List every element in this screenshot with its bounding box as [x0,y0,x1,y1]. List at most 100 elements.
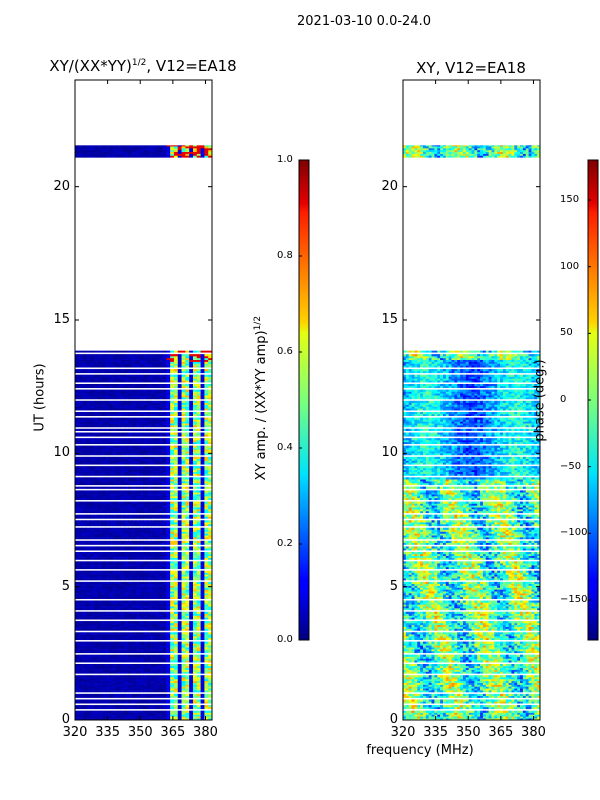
left-heat-cell [82,645,87,648]
left-heat-cell [97,520,102,523]
left-heat-cell [170,425,175,428]
left-heat-cell [173,593,179,596]
left-heat-cell [162,492,167,495]
left-heat-cell [97,626,102,629]
left-heat-cell [173,671,179,674]
left-heat-cell [151,637,156,641]
left-heat-cell [128,451,133,454]
left-heat-cell [116,503,121,506]
left-heat-cell [97,664,102,667]
left-heat-cell [158,690,163,693]
left-heat-cell [116,458,121,461]
left-heat-cell [143,479,148,482]
left-heat-cell [78,412,83,415]
left-heat-cell [105,557,110,560]
left-heat-cell [192,552,198,555]
left-heat-cell [116,718,121,721]
left-heat-cell [208,400,213,403]
left-heat-cell [154,684,160,687]
left-heat-cell [94,643,99,646]
left-heat-cell [90,572,95,575]
left-heat-cell [97,406,102,409]
left-heat-cell [147,641,152,644]
left-heat-cell [124,678,129,682]
left-heat-cell [135,643,140,646]
left-heat-cell [185,649,190,652]
left-heat-cell [113,479,118,482]
left-heat-cell [116,535,121,538]
left-heat-cell [116,397,121,400]
left-heat-cell [128,593,133,596]
left-heat-cell [143,553,148,557]
left-heat-cell [177,490,182,493]
left-heat-cell [113,529,118,532]
left-heat-cell [170,581,175,585]
left-heat-cell [208,701,213,704]
left-heat-cell [78,664,83,667]
left-heat-cell [135,617,140,620]
left-heat-cell [173,637,179,641]
left-heat-cell [101,658,106,661]
left-heat-cell [78,563,83,566]
left-heat-cell [132,482,137,486]
left-heat-cell [143,615,148,618]
left-heat-cell [120,566,125,570]
left-heat-cell [208,453,213,456]
left-heat-cell [158,613,163,616]
left-heat-cell [75,542,80,545]
left-heat-cell [158,441,163,445]
left-heat-cell [82,636,87,639]
left-heat-cell [185,466,190,469]
left-heat-cell [158,682,163,685]
left-heat-cell [147,665,152,669]
left-heat-cell [208,406,213,409]
left-heat-cell [185,496,190,499]
left-heat-cell [189,637,194,641]
left-heat-cell [94,658,99,661]
left-heat-cell [196,496,201,499]
left-heat-cell [101,716,106,719]
left-heat-cell [120,613,125,616]
left-heat-cell [192,593,198,596]
left-heat-cell [97,492,102,495]
left-heat-cell [189,690,194,693]
left-heat-cell [82,469,87,473]
left-heat-cell [143,712,148,715]
left-heat-cell [120,406,125,409]
left-heat-cell [139,613,144,616]
left-heat-cell [86,596,91,599]
left-heat-cell [189,606,194,609]
left-heat-cell [128,466,133,469]
left-heat-cell [204,643,209,646]
left-heat-cell [200,667,205,670]
left-heat-cell [170,705,175,708]
left-heat-cell [189,684,194,687]
left-heat-cell [139,699,144,702]
left-heat-cell [97,535,102,538]
left-heat-cell [82,473,87,476]
left-heat-cell [181,553,186,557]
left-heat-cell [97,458,102,461]
left-heat-cell [208,576,213,579]
left-heat-cell [105,479,110,482]
left-heat-cell [124,419,129,422]
left-heat-cell [151,664,156,667]
left-heat-cell [143,594,148,598]
left-title-sup: 1/2 [131,58,147,68]
left-heat-cell [105,589,110,592]
left-heat-cell [113,613,118,616]
left-heat-cell [90,637,95,641]
left-heat-cell [86,608,91,611]
left-heat-cell [192,428,198,431]
left-heat-cell [189,602,194,605]
left-heat-cell [189,718,194,721]
left-heat-cell [124,665,129,669]
left-heat-cell [82,565,87,568]
left-heat-cell [196,611,201,614]
left-heat-cell [116,677,121,680]
left-heat-cell [154,617,160,620]
left-heat-cell [90,432,95,435]
left-heat-cell [82,701,87,704]
left-heat-cell [90,553,95,557]
left-heat-cell [204,501,209,504]
